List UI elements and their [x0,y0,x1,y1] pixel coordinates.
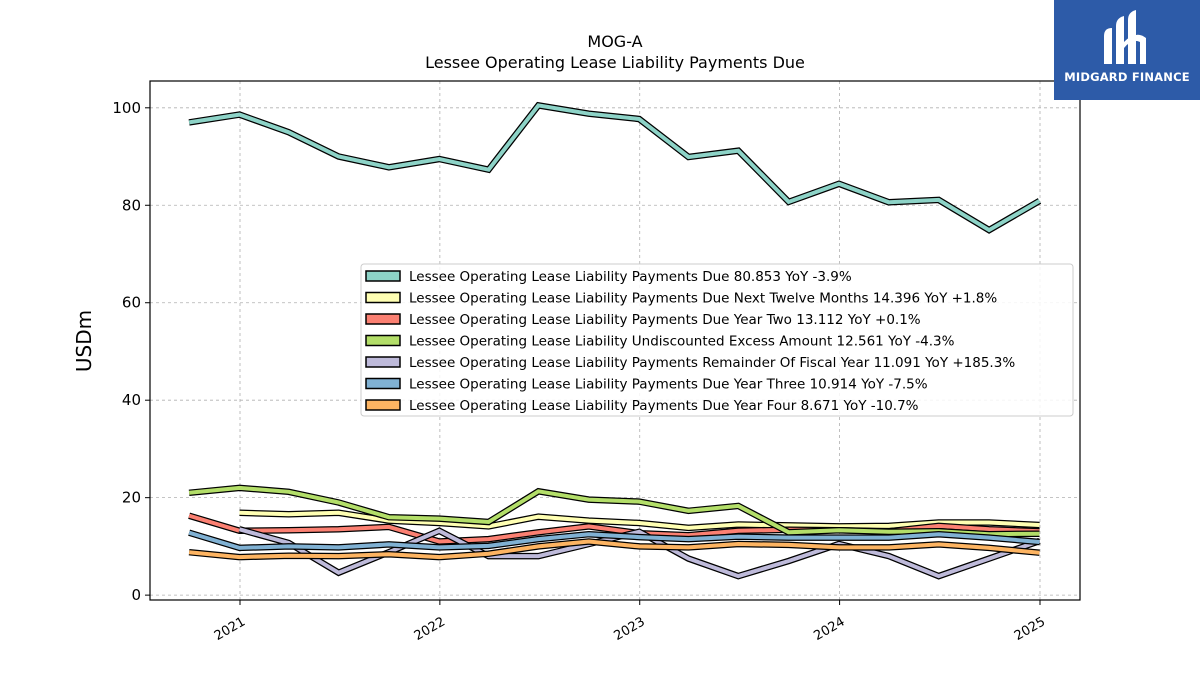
legend-swatch [365,334,401,347]
legend-swatch [365,291,401,304]
x-tick-label: 2024 [811,614,847,644]
legend-swatch [365,270,401,282]
legend-swatch [365,377,401,390]
series-line-stroke [239,510,1040,530]
chart-title-line2: Lessee Operating Lease Liability Payment… [425,53,805,72]
legend: Lessee Operating Lease Liability Payment… [360,263,1074,417]
legend-entry: Lessee Operating Lease Liability Payment… [409,291,997,307]
series-line-stroke [188,103,1041,233]
series-line [188,484,1040,538]
x-tick-label: 2023 [612,614,648,644]
series-line [239,509,1040,532]
legend-swatch [365,399,401,411]
series-line-stroke [188,485,1040,537]
legend-entry: Lessee Operating Lease Liability Undisco… [409,334,955,350]
legend-box [360,263,1074,417]
y-tick-label: 0 [131,586,141,604]
legend-swatch [365,356,401,368]
series-line [188,529,1040,552]
chart-title-line1: MOG-A [587,32,642,51]
y-tick-label: 60 [122,294,141,312]
plot-frame [149,80,1081,601]
x-tick-label: 2022 [412,614,448,644]
series-line-stroke [188,530,1040,550]
y-axis-ticks: 0 20 40 60 80 100 [112,99,150,604]
y-tick-label: 100 [112,99,141,117]
logo-mark-icon [1104,10,1146,64]
series-line-stroke [238,527,1041,579]
y-tick-label: 40 [122,391,141,409]
y-tick-label: 80 [122,196,141,214]
legend-entry: Lessee Operating Lease Liability Payment… [409,312,921,328]
series-line [188,538,1040,561]
legend-entry: Lessee Operating Lease Liability Payment… [409,269,852,285]
series-line [188,101,1042,234]
series-line-stroke [188,539,1040,560]
y-axis-label: USDm [72,310,96,372]
legend-entry: Lessee Operating Lease Liability Payment… [409,377,928,393]
legend-swatch [365,313,401,325]
logo-text: MIDGARD FINANCE [1064,70,1190,84]
x-tick-label: 2025 [1012,614,1048,644]
y-tick-label: 20 [122,489,141,507]
series-lines [188,101,1042,580]
x-tick-label: 2021 [212,614,248,644]
x-axis-ticks: 2021 2022 2023 2024 2025 [212,600,1048,644]
series-line [238,526,1041,580]
series-line-outline [188,101,1042,234]
legend-entry: Lessee Operating Lease Liability Payment… [409,398,919,414]
midgard-finance-logo: MIDGARD FINANCE [1054,0,1200,100]
legend-entry: Lessee Operating Lease Liability Payment… [409,355,1015,371]
